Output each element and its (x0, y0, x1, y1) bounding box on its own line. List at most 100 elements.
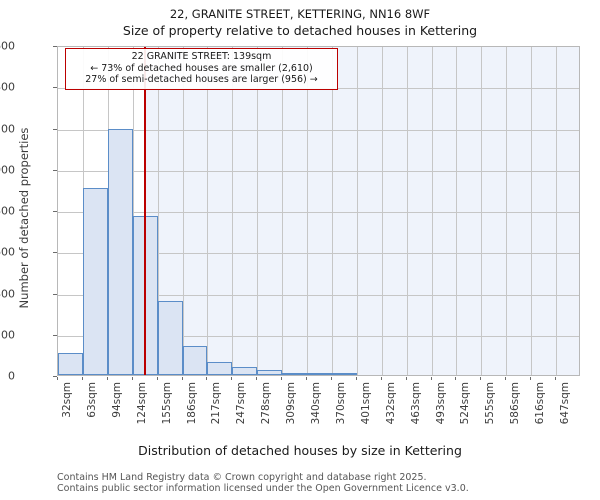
gridline-vertical (357, 47, 358, 375)
x-tick-mark (281, 377, 282, 380)
x-tick-mark (182, 377, 183, 380)
gridline-vertical (257, 47, 258, 375)
y-tick-mark (53, 293, 57, 295)
gridline-vertical (456, 47, 457, 375)
title-block: 22, GRANITE STREET, KETTERING, NN16 8WF … (0, 6, 600, 40)
x-tick-mark (107, 377, 108, 380)
x-tick-mark (530, 377, 531, 380)
histogram-bar (157, 300, 183, 375)
y-tick-mark (53, 252, 57, 254)
chart-title: 22, GRANITE STREET, KETTERING, NN16 8WF (169, 7, 431, 21)
histogram-bar (282, 372, 308, 375)
x-tick-label: 340sqm (310, 382, 323, 425)
y-tick-label: 1200 (0, 122, 15, 135)
histogram-bar (307, 373, 332, 375)
annotation-line-2: ← 73% of detached houses are smaller (2,… (90, 62, 313, 74)
x-tick-mark (157, 377, 158, 380)
y-axis-title: Number of detached properties (17, 127, 31, 309)
gridline-vertical (207, 47, 208, 375)
histogram-bar (232, 366, 258, 375)
x-tick-label: 155sqm (160, 382, 173, 425)
annotation-line-1: 22 GRANITE STREET: 139sqm (131, 51, 272, 62)
x-tick-mark (480, 377, 481, 380)
gridline-horizontal (58, 212, 579, 213)
gridline-horizontal (58, 129, 579, 131)
x-tick-mark (331, 377, 332, 380)
x-tick-mark (431, 377, 432, 380)
y-tick-label: 0 (8, 369, 15, 383)
x-tick-mark (406, 377, 407, 380)
x-tick-label: 493sqm (434, 382, 447, 425)
gridline-vertical (481, 47, 482, 375)
x-tick-label: 555sqm (484, 382, 497, 425)
x-tick-label: 616sqm (534, 382, 547, 425)
y-tick-mark (53, 87, 57, 89)
x-tick-label: 309sqm (285, 382, 298, 425)
y-tick-label: 800 (0, 204, 15, 218)
x-tick-mark (231, 377, 232, 380)
y-tick-mark (53, 128, 57, 130)
histogram-bar (331, 373, 357, 375)
gridline-horizontal (58, 170, 579, 172)
histogram-bar (107, 128, 133, 375)
x-tick-label: 186sqm (185, 382, 198, 425)
x-tick-label: 432sqm (384, 382, 397, 425)
x-tick-label: 586sqm (509, 382, 522, 425)
x-tick-label: 524sqm (459, 382, 472, 425)
y-tick-label: 600 (0, 245, 15, 259)
shaded-region-larger (144, 47, 579, 375)
gridline-vertical (183, 47, 184, 375)
x-tick-label: 124sqm (135, 382, 148, 425)
footer-line-1: Contains HM Land Registry data © Crown c… (57, 472, 427, 483)
x-tick-mark (82, 377, 83, 380)
y-tick-mark (53, 376, 57, 377)
x-tick-label: 370sqm (334, 382, 347, 425)
histogram-bar (182, 346, 208, 375)
x-tick-mark (455, 377, 456, 380)
gridline-vertical (407, 47, 408, 375)
gridline-vertical (133, 47, 134, 375)
gridline-horizontal (58, 253, 579, 255)
x-tick-mark (505, 377, 506, 380)
x-tick-label: 32sqm (61, 382, 73, 418)
plot-area (57, 46, 580, 376)
x-tick-label: 647sqm (559, 382, 572, 425)
x-tick-label: 94sqm (110, 382, 123, 418)
x-tick-mark (306, 377, 307, 380)
gridline-vertical (332, 47, 333, 375)
x-tick-mark (132, 377, 133, 380)
y-tick-mark (53, 211, 57, 212)
histogram-bar (82, 188, 108, 375)
x-tick-label: 63sqm (85, 382, 98, 418)
x-tick-label: 401sqm (359, 382, 372, 425)
chart-subtitle: Size of property relative to detached ho… (122, 23, 478, 38)
property-annotation-box: 22 GRANITE STREET: 139sqm ← 73% of detac… (65, 48, 338, 90)
x-tick-label: 278sqm (260, 382, 273, 425)
gridline-horizontal (58, 335, 579, 337)
gridline-vertical (556, 47, 557, 375)
x-tick-label: 217sqm (210, 382, 223, 425)
histogram-bar (58, 353, 83, 375)
gridline-vertical (506, 47, 507, 375)
footer-line-2: Contains public sector information licen… (57, 483, 469, 494)
y-tick-label: 1000 (0, 163, 15, 177)
x-tick-mark (206, 377, 207, 380)
y-tick-mark (53, 334, 57, 336)
gridline-vertical (158, 47, 159, 375)
x-tick-mark (256, 377, 257, 380)
x-tick-mark (356, 377, 357, 380)
annotation-line-3: 27% of semi-detached houses are larger (… (85, 74, 318, 85)
gridline-vertical (282, 47, 283, 375)
y-tick-label: 1600 (0, 39, 15, 53)
y-tick-mark (53, 169, 57, 171)
gridline-vertical (307, 47, 308, 375)
histogram-bar (257, 370, 283, 375)
y-tick-label: 200 (0, 328, 15, 342)
x-tick-label: 247sqm (235, 382, 248, 425)
gridline-vertical (382, 47, 383, 375)
x-axis-title: Distribution of detached houses by size … (138, 443, 462, 458)
x-tick-mark (555, 377, 556, 380)
gridline-vertical (232, 47, 233, 375)
x-tick-label: 463sqm (409, 382, 422, 425)
gridline-horizontal (58, 294, 579, 296)
